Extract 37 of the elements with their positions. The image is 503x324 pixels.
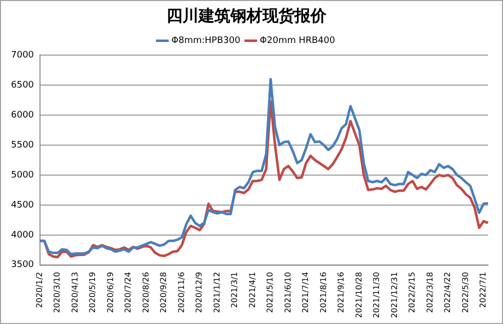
x-tick-label: 2021/1/12 [212, 272, 222, 313]
x-tick-label: 2021/9/16 [336, 272, 346, 313]
x-tick-label: 2021/6/10 [283, 272, 292, 313]
x-tick-label: 2020/4/13 [70, 272, 80, 313]
x-tick-label: 2021/7/14 [301, 272, 310, 313]
x-tick-label: 2022/7/1 [478, 272, 488, 308]
x-tick-label: 2022/4/22 [443, 272, 452, 313]
x-tick-label: 2021/4/1 [248, 272, 257, 308]
x-tick-label: 2021/3/1 [230, 272, 240, 308]
x-tick-label: 2020/7/24 [124, 272, 133, 313]
x-tick-label: 2020/3/10 [52, 272, 62, 313]
x-tick-label: 2021/11/30 [372, 272, 382, 318]
y-tick-label: 6500 [11, 80, 34, 90]
x-tick-label: 2021/10/28 [354, 272, 364, 318]
chart-title: 四川建筑钢材现货报价 [166, 6, 328, 25]
legend-label: Φ8mm:HPB300 [171, 36, 241, 46]
y-tick-label: 7000 [11, 50, 34, 61]
x-tick-label: 2022/5/30 [460, 272, 470, 313]
y-tick-label: 4500 [11, 200, 34, 210]
x-tick-label: 2021/12/31 [390, 272, 399, 318]
y-tick-label: 6000 [11, 110, 34, 120]
y-tick-label: 5500 [11, 140, 34, 150]
x-tick-label: 2022/3/18 [425, 272, 434, 313]
x-tick-label: 2021/8/16 [318, 272, 328, 313]
y-tick-label: 4000 [11, 230, 34, 240]
x-tick-label: 2020/8/26 [141, 272, 150, 313]
x-tick-label: 2022/2/15 [408, 272, 417, 313]
y-tick-label: 3500 [11, 260, 34, 270]
x-tick-label: 2020/9/28 [159, 272, 168, 313]
x-tick-label: 2021/5/10 [266, 272, 275, 313]
x-tick-label: 2020/11/6 [176, 272, 186, 313]
y-tick-label: 5000 [11, 170, 34, 180]
x-tick-label: 2020/6/19 [106, 272, 115, 313]
x-tick-label: 2020/1/2 [34, 272, 44, 308]
x-tick-label: 2020/12/9 [194, 272, 204, 313]
legend-label: Φ20mm HRB400 [260, 36, 336, 46]
x-tick-label: 2020/5/19 [88, 272, 98, 313]
